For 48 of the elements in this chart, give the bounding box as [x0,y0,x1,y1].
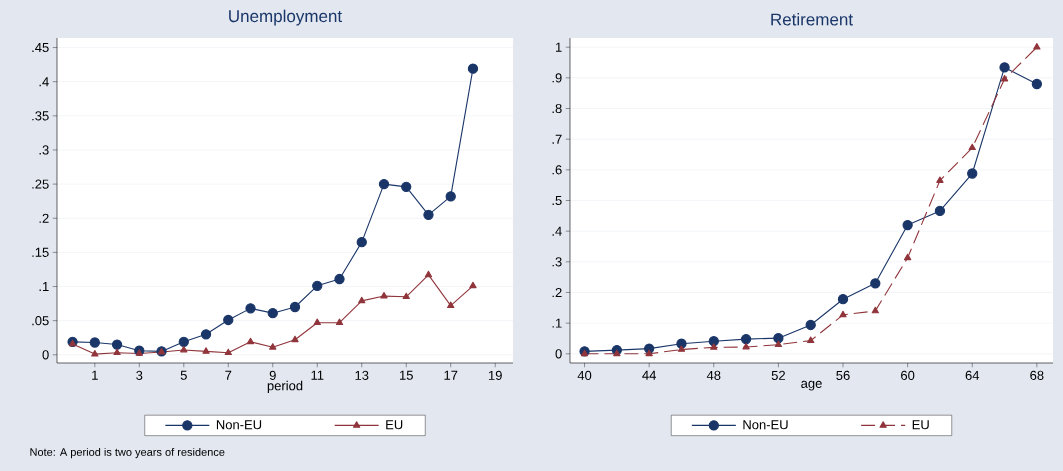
chart-title: Retirement [771,13,853,26]
legend-label: EU [386,420,403,430]
x-tick-label: 11 [311,370,324,380]
y-tick-label: .4 [552,226,562,236]
x-axis-title: period [267,380,303,393]
chart-title: Unemployment [229,9,343,26]
y-tick-label: .8 [552,103,562,114]
x-tick-label: 3 [136,370,143,380]
text: Note: A period is two years of residence [30,447,225,459]
x-tick-label: 56 [836,370,850,380]
x-tick-label: 44 [642,370,656,380]
x-tick-label: 13 [355,370,369,380]
y-tick-label: .2 [552,287,562,298]
x-tick-label: 68 [1030,370,1044,380]
y-tick-label: .25 [32,179,49,189]
y-tick-label: .3 [39,145,49,155]
y-tick-label: .2 [39,213,49,223]
legend-label: Non-EU [743,420,788,430]
y-tick-label: .45 [32,43,49,53]
legend-label: Non-EU [216,420,262,430]
x-tick-label: 9 [269,370,276,380]
y-tick-label: .35 [32,111,49,121]
x-tick-label: 52 [771,370,785,380]
y-tick-label: 1 [555,42,562,52]
x-tick-label: 60 [901,370,915,380]
y-tick-label: .1 [552,318,562,328]
x-tick-label: 48 [706,370,721,380]
y-tick-label: 0 [555,349,562,359]
y-tick-label: .15 [32,247,49,257]
x-tick-label: 17 [444,370,458,380]
x-tick-label: 5 [180,370,187,380]
x-tick-label: 7 [225,370,232,380]
x-axis-title: age [801,380,822,391]
y-tick-label: .3 [552,257,562,267]
y-tick-label: .5 [552,195,562,206]
x-tick-label: 1 [92,370,98,380]
y-tick-label: .7 [552,134,562,144]
legend-label: EU [912,420,929,430]
x-tick-label: 19 [488,370,502,380]
x-tick-label: 64 [965,370,980,380]
x-tick-label: 15 [399,370,413,380]
y-tick-label: .6 [552,165,562,175]
y-tick-label: .9 [552,73,562,83]
y-tick-label: .1 [39,282,49,291]
x-tick-label: 40 [577,370,592,380]
y-tick-label: .05 [32,316,49,326]
y-tick-label: .4 [39,77,49,87]
y-tick-label: 0 [42,350,49,360]
